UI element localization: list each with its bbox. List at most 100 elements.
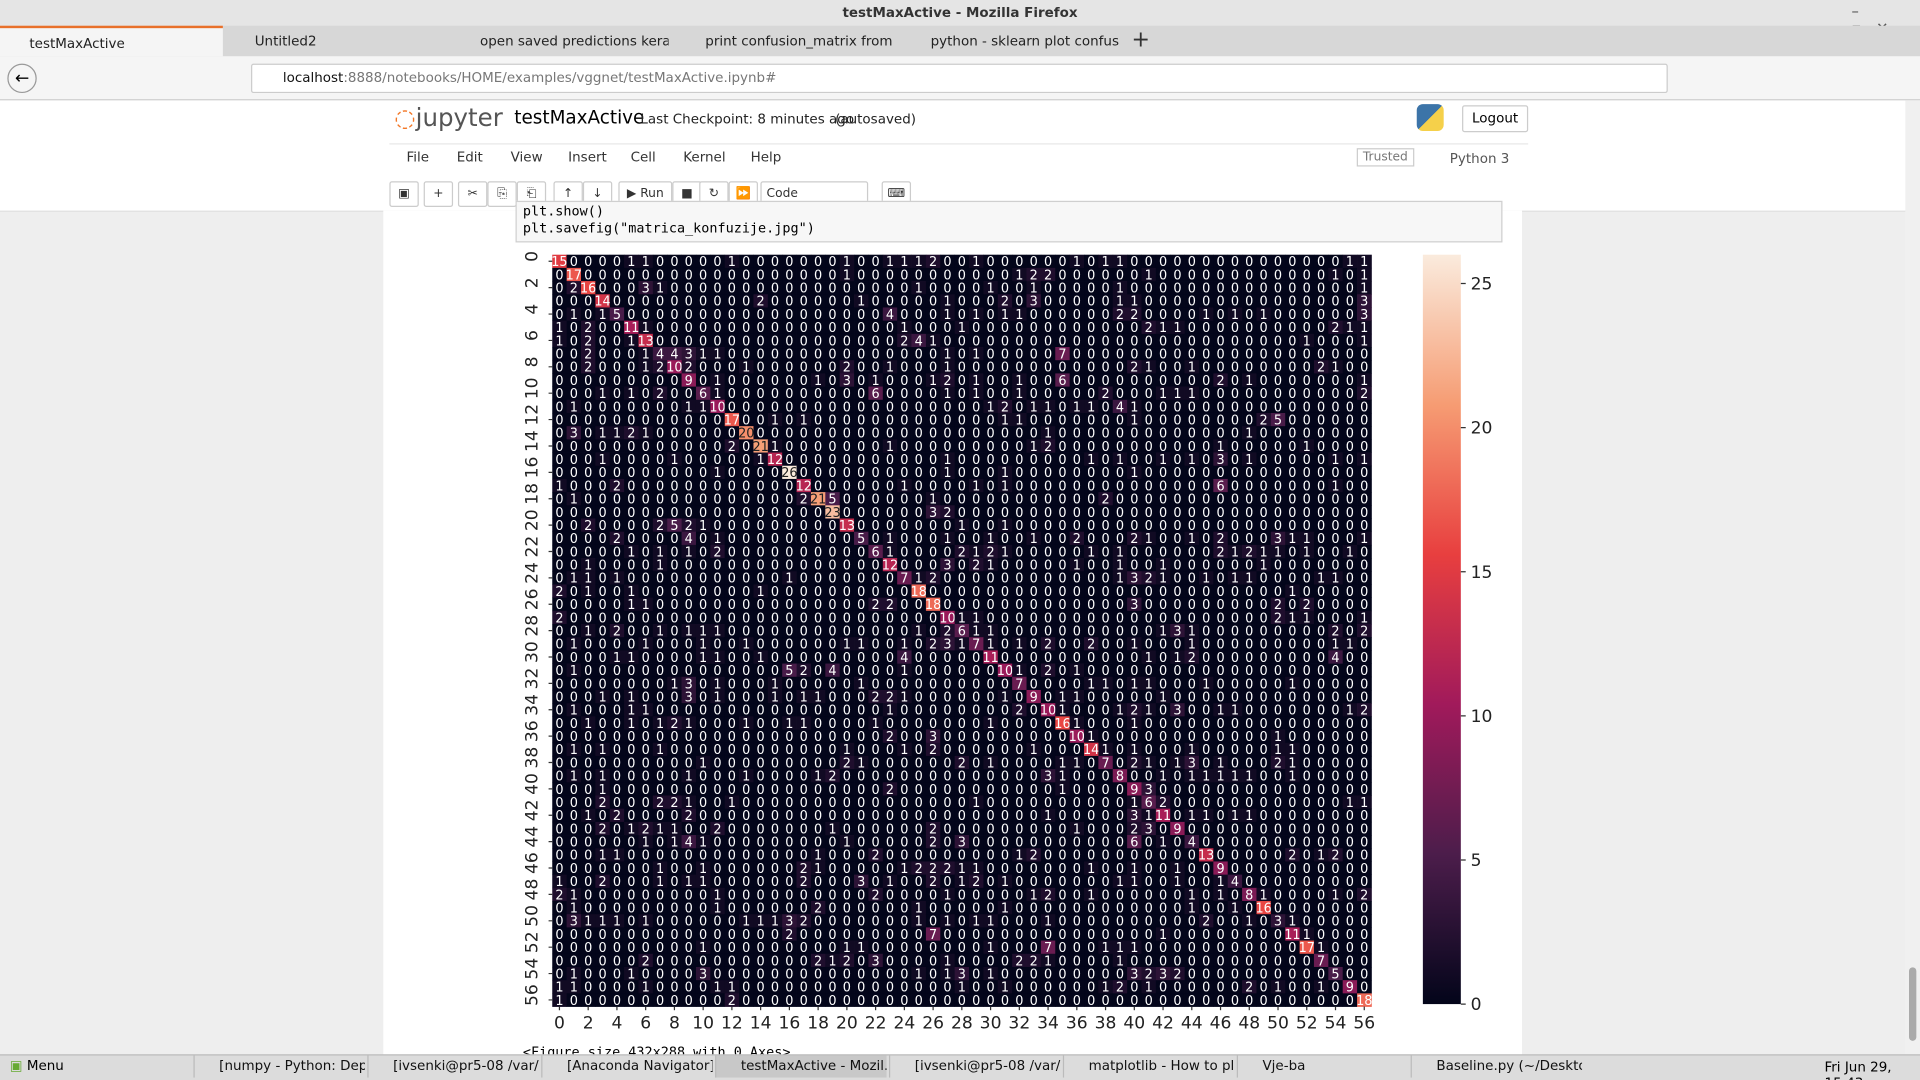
cell bbox=[1026, 254, 1042, 269]
cell bbox=[1198, 267, 1214, 282]
cell bbox=[1270, 267, 1286, 282]
cell bbox=[1112, 267, 1128, 282]
new-tab[interactable]: + bbox=[1131, 27, 1149, 53]
cell bbox=[1242, 267, 1257, 282]
cell bbox=[552, 267, 567, 282]
cell-label: 0 bbox=[728, 282, 736, 297]
cell bbox=[868, 281, 884, 295]
cell-label: 0 bbox=[1030, 255, 1038, 270]
cell-label: 0 bbox=[699, 282, 707, 297]
cell-label: 0 bbox=[1303, 268, 1311, 283]
cell-label: 1 bbox=[1331, 268, 1339, 283]
cell-label: 0 bbox=[685, 255, 693, 270]
cell bbox=[810, 254, 826, 269]
menu-item[interactable]: View bbox=[511, 149, 543, 165]
menu-item[interactable]: Help bbox=[751, 149, 782, 165]
cell-label: 0 bbox=[1087, 268, 1095, 283]
cell-label: 0 bbox=[757, 268, 765, 283]
tab[interactable]: python - sklearn plot confusio bbox=[901, 26, 1120, 57]
cell-label: 0 bbox=[1145, 255, 1153, 270]
add-button[interactable]: + bbox=[423, 181, 454, 207]
cell-label: 0 bbox=[1260, 268, 1268, 283]
cell bbox=[1256, 267, 1272, 282]
cell-label: 0 bbox=[1245, 268, 1253, 283]
cell bbox=[667, 281, 682, 295]
cell bbox=[854, 254, 869, 269]
cell-label: 0 bbox=[1015, 255, 1023, 270]
cell bbox=[1213, 267, 1229, 282]
cell-label: 0 bbox=[857, 282, 865, 297]
cell-label: 1 bbox=[1360, 268, 1368, 283]
cell-label: 0 bbox=[1303, 255, 1311, 270]
copy-button[interactable]: ⎘ bbox=[487, 181, 517, 207]
tab[interactable]: Untitled2 bbox=[225, 26, 445, 57]
cell-label: 0 bbox=[742, 268, 750, 283]
cell-label: 0 bbox=[1044, 255, 1052, 270]
jupyter-logo[interactable]: ◌jupyter bbox=[394, 103, 502, 132]
cell bbox=[954, 254, 970, 269]
back-button[interactable]: ← bbox=[7, 63, 37, 94]
cell bbox=[997, 254, 1013, 269]
cell bbox=[1112, 254, 1128, 269]
cell bbox=[796, 254, 812, 269]
save-button[interactable]: ▣ bbox=[389, 181, 419, 207]
menu-item[interactable]: Insert bbox=[568, 149, 607, 165]
cell-label: 0 bbox=[958, 255, 966, 270]
cell-label: 0 bbox=[771, 282, 779, 297]
cell bbox=[897, 281, 912, 295]
cell bbox=[1242, 254, 1257, 269]
cell bbox=[854, 281, 869, 295]
cell-label: 0 bbox=[685, 282, 693, 297]
url-bar[interactable] bbox=[251, 63, 1668, 94]
tab[interactable]: open saved predictions keras bbox=[451, 26, 669, 57]
cell bbox=[638, 267, 654, 282]
cell bbox=[624, 267, 639, 282]
cell-label: 0 bbox=[857, 255, 865, 270]
cell bbox=[552, 254, 567, 269]
menu-item[interactable]: Kernel bbox=[683, 149, 725, 165]
cell-label: 2 bbox=[1044, 268, 1052, 283]
menu-item[interactable]: Edit bbox=[457, 149, 483, 165]
cell-label: 1 bbox=[656, 282, 664, 297]
cell-label: 0 bbox=[613, 268, 621, 283]
cell bbox=[1213, 254, 1229, 269]
menu-item[interactable]: Cell bbox=[631, 149, 656, 165]
cell bbox=[1270, 254, 1286, 269]
cell bbox=[940, 267, 956, 282]
cell-label: 1 bbox=[728, 255, 736, 270]
cell bbox=[580, 267, 596, 282]
cell-label: 1 bbox=[1346, 255, 1354, 270]
trusted[interactable]: Trusted bbox=[1356, 148, 1414, 167]
cell bbox=[854, 267, 869, 282]
logout-button[interactable]: Logout bbox=[1462, 105, 1529, 133]
cell-label: 16 bbox=[580, 282, 596, 297]
cell bbox=[825, 281, 841, 295]
cell bbox=[1256, 254, 1272, 269]
code-cell[interactable] bbox=[515, 200, 1503, 243]
cell-label: 0 bbox=[1274, 268, 1282, 283]
cell-label: 0 bbox=[943, 255, 951, 270]
cell bbox=[681, 254, 697, 269]
cell bbox=[1127, 254, 1142, 269]
cell bbox=[753, 254, 769, 269]
cell-label: 0 bbox=[915, 268, 923, 283]
cell-label: 3 bbox=[642, 282, 650, 297]
cell bbox=[782, 267, 797, 282]
cell-label: 1 bbox=[627, 255, 635, 270]
code-line: plt.show() bbox=[523, 203, 604, 219]
tab[interactable]: print confusion_matrix from s bbox=[676, 26, 894, 57]
cut-button[interactable]: ✂ bbox=[457, 181, 488, 207]
cell-label: 0 bbox=[771, 268, 779, 283]
cell bbox=[595, 254, 611, 269]
notebook-title[interactable]: testMaxActive bbox=[514, 107, 644, 129]
cell-label: 0 bbox=[828, 268, 836, 283]
tab[interactable]: testMaxActive bbox=[0, 25, 223, 57]
window-title: testMaxActive - Mozilla Firefox bbox=[0, 5, 1920, 21]
cell-label: 0 bbox=[886, 282, 894, 297]
cell-label: 0 bbox=[1173, 255, 1181, 270]
cell-label: 0 bbox=[1087, 255, 1095, 270]
cell bbox=[667, 254, 682, 269]
menu-item[interactable]: File bbox=[407, 149, 430, 165]
cell bbox=[595, 267, 611, 282]
